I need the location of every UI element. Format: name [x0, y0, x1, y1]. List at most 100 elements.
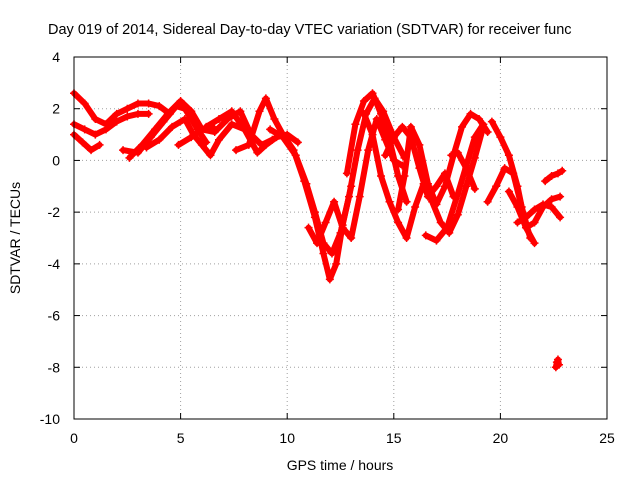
data-point — [411, 202, 420, 211]
data-point — [338, 223, 347, 232]
data-point — [530, 205, 539, 214]
data-point — [91, 115, 100, 124]
series-track-1 — [70, 89, 174, 129]
data-point — [368, 89, 377, 98]
x-tick-label: 0 — [70, 430, 78, 446]
data-point — [91, 130, 100, 139]
data-point — [155, 135, 164, 144]
data-point — [458, 122, 467, 131]
y-tick-label: -10 — [40, 411, 60, 427]
data-point — [385, 197, 394, 206]
data-point — [487, 117, 496, 126]
data-point — [377, 109, 386, 118]
data-point — [151, 125, 160, 134]
data-point — [402, 197, 411, 206]
series-line — [143, 116, 248, 159]
data-point — [168, 122, 177, 131]
data-point — [432, 236, 441, 245]
x-tick-label: 15 — [386, 430, 402, 446]
data-point — [142, 143, 151, 152]
data-point — [112, 109, 121, 118]
data-point — [462, 164, 471, 173]
data-point — [123, 104, 132, 113]
data-point — [504, 187, 513, 196]
series-layer — [70, 89, 567, 372]
x-tick-label: 10 — [279, 430, 295, 446]
data-point — [119, 146, 128, 155]
y-axis-label: SDTVAR / TECUs — [7, 182, 23, 294]
data-point — [112, 117, 121, 126]
data-point — [556, 213, 565, 222]
data-point — [377, 171, 386, 180]
data-point — [291, 151, 300, 160]
data-point — [496, 133, 505, 142]
data-point — [302, 179, 311, 188]
data-point — [332, 259, 341, 268]
series-line — [126, 98, 216, 161]
data-point — [187, 107, 196, 116]
x-axis-label: GPS time / hours — [287, 457, 394, 473]
data-point — [555, 360, 564, 369]
data-point — [206, 151, 215, 160]
y-tick-label: -6 — [48, 308, 61, 324]
data-point — [440, 182, 449, 191]
data-point — [232, 146, 241, 155]
data-point — [359, 109, 368, 118]
series-track-16 — [421, 120, 488, 245]
data-point — [133, 99, 142, 108]
data-point — [470, 133, 479, 142]
data-point — [345, 192, 354, 201]
data-point — [123, 112, 132, 121]
data-point — [78, 138, 87, 147]
data-point — [539, 200, 548, 209]
series-line — [305, 116, 406, 247]
data-point — [547, 202, 556, 211]
data-point — [521, 213, 530, 222]
data-point — [176, 96, 185, 105]
data-point — [415, 140, 424, 149]
series-track-22 — [541, 166, 567, 186]
data-point — [406, 122, 415, 131]
data-point — [325, 275, 334, 284]
data-point — [462, 182, 471, 191]
data-point — [553, 169, 562, 178]
data-point — [423, 179, 432, 188]
series-track-6 — [142, 115, 249, 160]
data-point — [293, 138, 302, 147]
data-point — [321, 218, 330, 227]
data-point — [244, 140, 253, 149]
data-point — [227, 107, 236, 116]
data-point — [400, 171, 409, 180]
data-point — [353, 146, 362, 155]
x-tick-label: 5 — [177, 430, 185, 446]
data-point — [180, 115, 189, 124]
data-point — [521, 223, 530, 232]
x-tick-label: 20 — [493, 430, 509, 446]
data-point — [372, 115, 381, 124]
series-line — [542, 167, 566, 185]
data-point — [144, 99, 153, 108]
data-point — [504, 151, 513, 160]
y-tick-label: -4 — [48, 256, 61, 272]
data-point — [240, 125, 249, 134]
data-point — [402, 234, 411, 242]
y-tick-label: 4 — [52, 49, 60, 65]
data-point — [436, 218, 445, 227]
data-point — [174, 140, 183, 149]
series-track-2 — [70, 109, 153, 139]
data-point — [310, 208, 319, 217]
data-point — [500, 164, 509, 173]
data-point — [342, 169, 351, 178]
data-point — [214, 135, 223, 144]
data-point — [236, 107, 245, 116]
data-point — [547, 195, 556, 204]
data-point — [261, 140, 270, 149]
data-point — [513, 202, 522, 211]
data-point — [227, 120, 236, 129]
data-point — [278, 133, 287, 142]
data-point — [381, 151, 390, 160]
data-point — [80, 99, 89, 108]
data-point — [475, 115, 484, 124]
data-point — [398, 122, 407, 131]
data-point — [364, 146, 373, 155]
